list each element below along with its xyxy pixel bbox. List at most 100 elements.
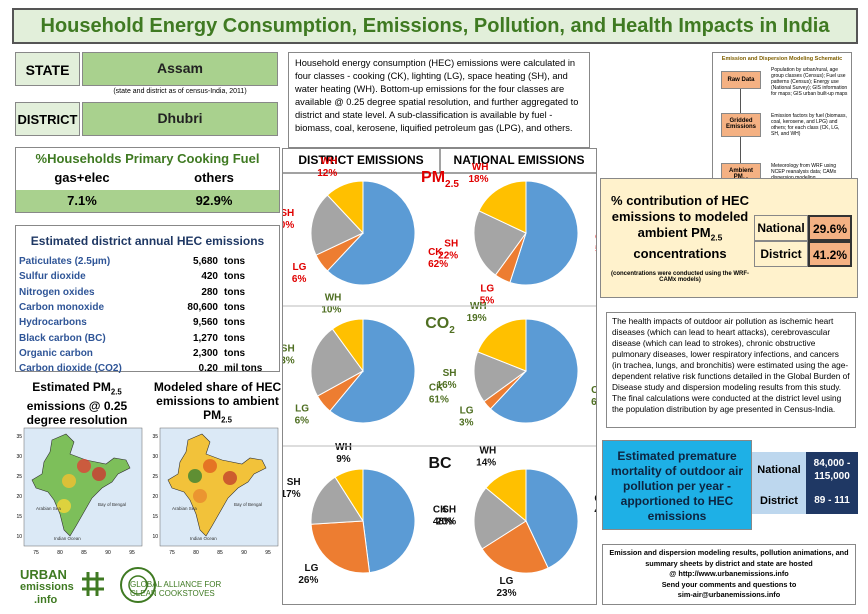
pie-slice xyxy=(485,468,527,523)
emission-value: 9,560 xyxy=(192,317,218,329)
mortality-title: Estimated premature mortality of outdoor… xyxy=(602,440,752,530)
pollutant-sub: 2.5 xyxy=(445,179,459,190)
pollutant-name: Sulfur dioxide xyxy=(19,271,86,283)
pie-slice xyxy=(477,318,527,372)
emission-unit: tons xyxy=(224,286,246,298)
slice-value: 62% xyxy=(428,259,448,270)
row-value: 84,000 - 115,000 xyxy=(806,452,858,488)
map-patch xyxy=(57,499,71,513)
contribution-note: (concentrations were conducted using the… xyxy=(610,271,749,283)
slice-value: 43% xyxy=(594,506,597,517)
title: Household Energy Consumption, Emissions,… xyxy=(12,8,858,44)
map-patch xyxy=(193,489,207,503)
slice-name: WH xyxy=(480,446,497,457)
row-value: 29.6% xyxy=(808,215,852,241)
slice-name: SH xyxy=(282,208,294,219)
slice-value: 14% xyxy=(476,458,496,469)
slice-name: CK xyxy=(433,505,448,516)
schematic: Emission and Dispersion Modeling Schemat… xyxy=(712,52,852,190)
logo-urban: URBAN emissions .info xyxy=(20,568,80,607)
slice-value: 48% xyxy=(433,517,453,528)
map-patch xyxy=(223,471,237,485)
sea-label: Indian Ocean xyxy=(190,536,217,541)
slice-label: WH 18% xyxy=(468,162,488,185)
state-value: Assam xyxy=(82,52,278,86)
slice-value: 6% xyxy=(292,274,307,285)
lon-tick: 75 xyxy=(169,550,175,556)
district-value: Dhubri xyxy=(82,102,278,136)
map-land xyxy=(167,433,267,537)
node-text: Ambient PM xyxy=(729,168,753,180)
lat-tick: 35 xyxy=(152,434,158,440)
slice-label: WH 12% xyxy=(317,156,337,179)
pie-slice xyxy=(310,194,364,256)
title-text: % contribution of HEC emissions to model… xyxy=(611,193,749,240)
emission-value: 2,300 xyxy=(192,347,218,359)
slice-name: WH xyxy=(470,301,487,312)
slice-value: 17% xyxy=(282,489,301,500)
slice-name: WH xyxy=(472,162,489,173)
slice-name: LG xyxy=(500,576,514,587)
lon-tick: 95 xyxy=(265,550,271,556)
pie-slice xyxy=(310,520,371,574)
pie-slice xyxy=(481,520,549,574)
pie-panel: DISTRICT EMISSIONS NATIONAL EMISSIONS PM2.… xyxy=(282,148,597,605)
pie-slice xyxy=(326,180,416,286)
schematic-title: Emission and Dispersion Modeling Schemat… xyxy=(721,56,843,62)
sea-label: Arabian Sea xyxy=(36,506,61,511)
caption-sub: 2.5 xyxy=(110,387,122,397)
schematic-note: Population by urban/rural, age group cla… xyxy=(771,67,848,97)
slice-name: LG xyxy=(295,404,309,415)
emission-value: 5,680 xyxy=(192,256,218,267)
lat-tick: 20 xyxy=(152,494,158,500)
pie-slice xyxy=(310,476,364,525)
pollutant-label: BC xyxy=(428,455,452,472)
pie-slice xyxy=(362,468,416,574)
logo-hash xyxy=(82,572,104,596)
slice-value: 23% xyxy=(282,356,295,367)
pollutant-name: Black carbon (BC) xyxy=(19,332,106,344)
row-value: 41.2% xyxy=(808,241,852,267)
slice-value: 20% xyxy=(282,220,294,231)
pie-header: DISTRICT EMISSIONS xyxy=(298,153,423,167)
slice-label: WH 19% xyxy=(467,301,487,324)
caption-sub: 2.5 xyxy=(221,415,232,425)
map-patch xyxy=(203,459,217,473)
pie-slice xyxy=(310,328,364,397)
slice-name: SH xyxy=(444,238,458,249)
pollutant-name: Carbon monoxide xyxy=(19,301,105,313)
pollutant-sub: 2 xyxy=(449,325,455,336)
map-patch xyxy=(92,467,106,481)
map-patch xyxy=(188,469,202,483)
slice-value: 62% xyxy=(591,397,597,408)
sea-label: Bay of Bengal xyxy=(98,502,126,507)
slice-value: 23% xyxy=(496,588,516,599)
slice-name: LG xyxy=(460,405,474,416)
slice-label: LG 6% xyxy=(295,404,310,427)
lat-tick: 30 xyxy=(16,454,22,460)
lon-tick: 80 xyxy=(193,550,199,556)
slice-value: 18% xyxy=(468,174,488,185)
pie-slice xyxy=(473,351,528,403)
caption-text: emissions @ 0.25 degree resolution xyxy=(26,399,128,428)
pie-slice xyxy=(473,487,527,550)
slice-name: LG xyxy=(480,283,494,294)
sea-label: Bay of Bengal xyxy=(234,502,262,507)
slice-value: 12% xyxy=(317,168,337,179)
slice-name: CK xyxy=(595,232,597,243)
pollutant-name: CO xyxy=(425,315,449,332)
row-label: National xyxy=(752,452,806,488)
lat-tick: 15 xyxy=(16,514,22,520)
fuel-header: others xyxy=(194,170,234,185)
slice-name: SH xyxy=(282,344,295,355)
lat-tick: 25 xyxy=(152,474,158,480)
fuel-title: %Households Primary Cooking Fuel xyxy=(35,151,260,166)
pie-slice xyxy=(525,468,579,569)
row-label: National xyxy=(754,215,808,241)
slice-label: SH 17% xyxy=(282,477,301,500)
emission-unit: tons xyxy=(224,332,246,344)
title-sub: 2.5 xyxy=(710,232,723,243)
logo-gacc: GLOBAL ALLIANCE FOR CLEAN COOKSTOVES xyxy=(130,580,240,598)
